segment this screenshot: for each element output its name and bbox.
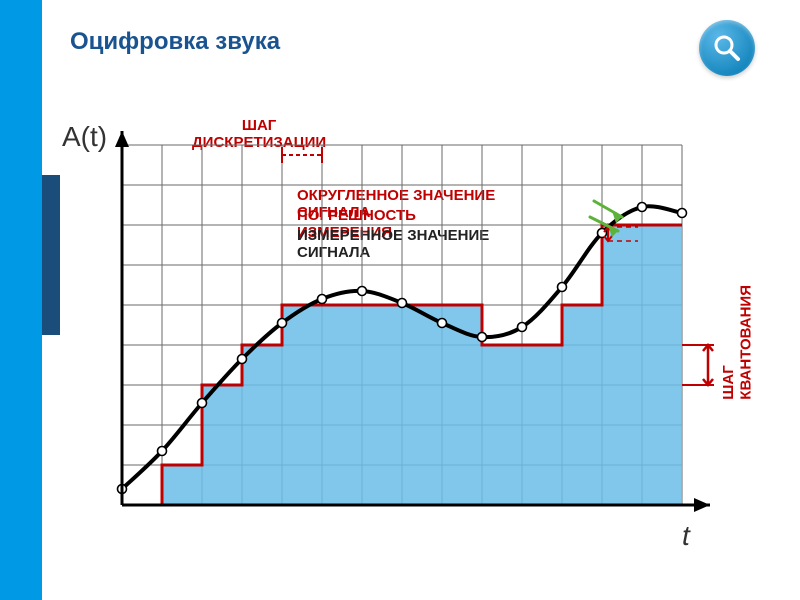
y-axis-label: A(t) bbox=[62, 121, 107, 153]
chart-container: A(t) t ШАГ ДИСКРЕТИЗАЦИИ ОКРУГЛЕННОЕ ЗНА… bbox=[62, 115, 772, 585]
page-title: Оцифровка звука bbox=[70, 28, 280, 56]
magnify-icon bbox=[711, 32, 743, 64]
magnify-button[interactable] bbox=[699, 20, 755, 76]
left-sidebar bbox=[0, 0, 42, 600]
chart-svg bbox=[102, 115, 782, 555]
left-sidebar-accent bbox=[42, 175, 60, 335]
